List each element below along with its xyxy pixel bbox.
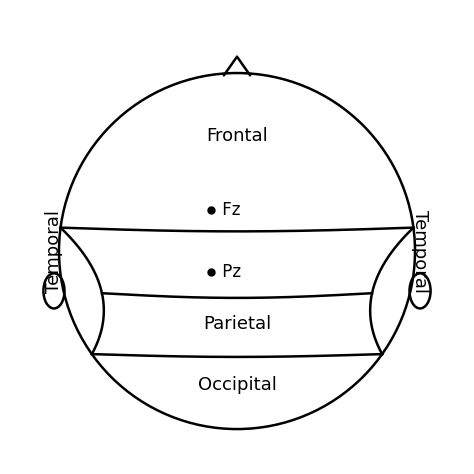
Text: Temporal: Temporal [410, 210, 428, 292]
Text: Temporal: Temporal [46, 210, 64, 292]
Text: Pz: Pz [217, 263, 241, 281]
Text: Fz: Fz [217, 201, 241, 219]
Text: Frontal: Frontal [206, 128, 268, 146]
Text: Parietal: Parietal [203, 315, 271, 333]
Text: Occipital: Occipital [198, 375, 276, 393]
